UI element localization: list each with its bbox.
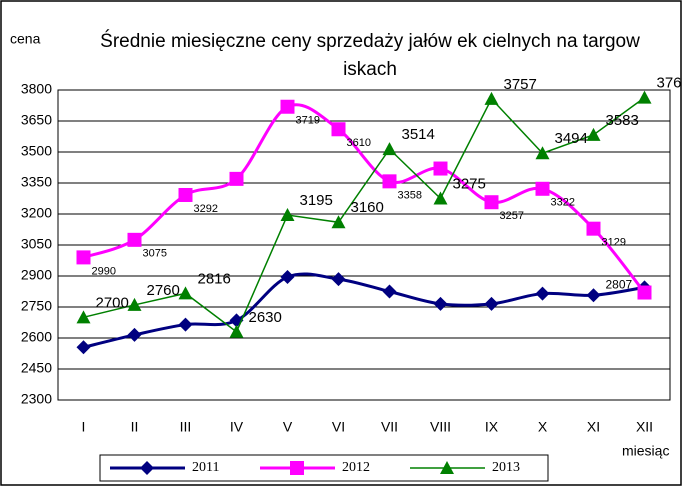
- data-label: 3322: [551, 197, 575, 209]
- legend-label: 2011: [192, 460, 219, 475]
- point: [586, 221, 601, 236]
- point: [535, 146, 550, 160]
- point: [331, 272, 346, 287]
- data-label: 3160: [351, 199, 384, 216]
- point: [382, 284, 397, 299]
- y-tick-label: 2900: [21, 267, 52, 283]
- point: [382, 142, 397, 156]
- y-tick-label: 3050: [21, 236, 52, 252]
- point: [76, 250, 91, 265]
- x-tick-label: VII: [381, 419, 398, 435]
- data-label: 2700: [96, 294, 129, 311]
- data-label: 3275: [453, 175, 486, 192]
- point: [178, 187, 193, 202]
- x-tick-label: IX: [485, 419, 499, 435]
- x-tick-label: VI: [332, 419, 345, 435]
- point: [280, 208, 295, 222]
- point: [127, 327, 142, 342]
- point: [484, 195, 499, 210]
- y-tick-label: 3500: [21, 143, 52, 159]
- data-label: 3514: [402, 126, 435, 143]
- x-tick-label: XII: [636, 419, 653, 435]
- y-tick-label: 3350: [21, 174, 52, 190]
- point: [382, 174, 397, 189]
- data-label: 2816: [198, 270, 231, 287]
- data-label: 3257: [500, 210, 524, 222]
- point: [484, 296, 499, 311]
- data-label: 3292: [194, 203, 218, 215]
- point: [433, 191, 448, 205]
- y-tick-label: 3800: [21, 81, 52, 97]
- data-label: 3610: [347, 137, 371, 149]
- point: [229, 324, 244, 338]
- data-label: 3763: [657, 75, 682, 92]
- data-label: 3358: [398, 189, 422, 201]
- point: [433, 161, 448, 176]
- point: [637, 90, 652, 104]
- point: [433, 296, 448, 311]
- data-label: 2807: [606, 277, 633, 291]
- data-label: 2630: [249, 309, 282, 326]
- point: [76, 340, 91, 355]
- y-tick-label: 2300: [21, 391, 52, 407]
- legend-label: 2013: [492, 460, 520, 475]
- point: [484, 91, 499, 105]
- point: [331, 122, 346, 137]
- x-tick-label: IV: [230, 419, 244, 435]
- legend-label: 2012: [342, 460, 370, 475]
- x-axis-label: miesiąc: [622, 443, 669, 459]
- x-tick-label: X: [538, 419, 548, 435]
- y-tick-label: 2600: [21, 329, 52, 345]
- y-tick-label: 2750: [21, 298, 52, 314]
- x-tick-label: V: [283, 419, 293, 435]
- y-tick-label: 2450: [21, 360, 52, 376]
- data-label: 3583: [606, 112, 639, 129]
- y-axis-label: cena: [10, 31, 41, 47]
- data-label: 3757: [504, 76, 537, 93]
- point: [586, 127, 601, 141]
- data-label: 3195: [300, 192, 333, 209]
- series-line: [83, 97, 645, 333]
- point: [127, 232, 142, 247]
- data-label: 2760: [147, 282, 180, 299]
- data-label: 3719: [296, 115, 320, 127]
- legend-marker: [440, 461, 454, 474]
- data-label: 3075: [143, 248, 167, 260]
- x-tick-label: VIII: [430, 419, 451, 435]
- chart-title: Średnie miesięczne ceny sprzedaży jałów …: [100, 31, 640, 80]
- x-tick-label: I: [82, 419, 86, 435]
- point: [280, 270, 295, 285]
- point: [178, 317, 193, 332]
- point: [229, 171, 244, 186]
- point: [586, 288, 601, 303]
- y-tick-label: 3200: [21, 205, 52, 221]
- legend-marker: [290, 461, 304, 475]
- x-tick-label: III: [180, 419, 192, 435]
- data-label: 2990: [92, 265, 116, 277]
- point: [178, 286, 193, 300]
- point: [280, 99, 295, 114]
- data-label: 3494: [555, 130, 588, 147]
- y-tick-label: 3650: [21, 112, 52, 128]
- point: [127, 297, 142, 311]
- x-tick-label: XI: [587, 419, 600, 435]
- legend-marker: [140, 461, 154, 475]
- point: [76, 310, 91, 324]
- point: [535, 181, 550, 196]
- x-tick-label: II: [131, 419, 139, 435]
- data-label: 3129: [602, 237, 626, 249]
- point: [637, 285, 652, 300]
- point: [535, 286, 550, 301]
- point: [331, 215, 346, 229]
